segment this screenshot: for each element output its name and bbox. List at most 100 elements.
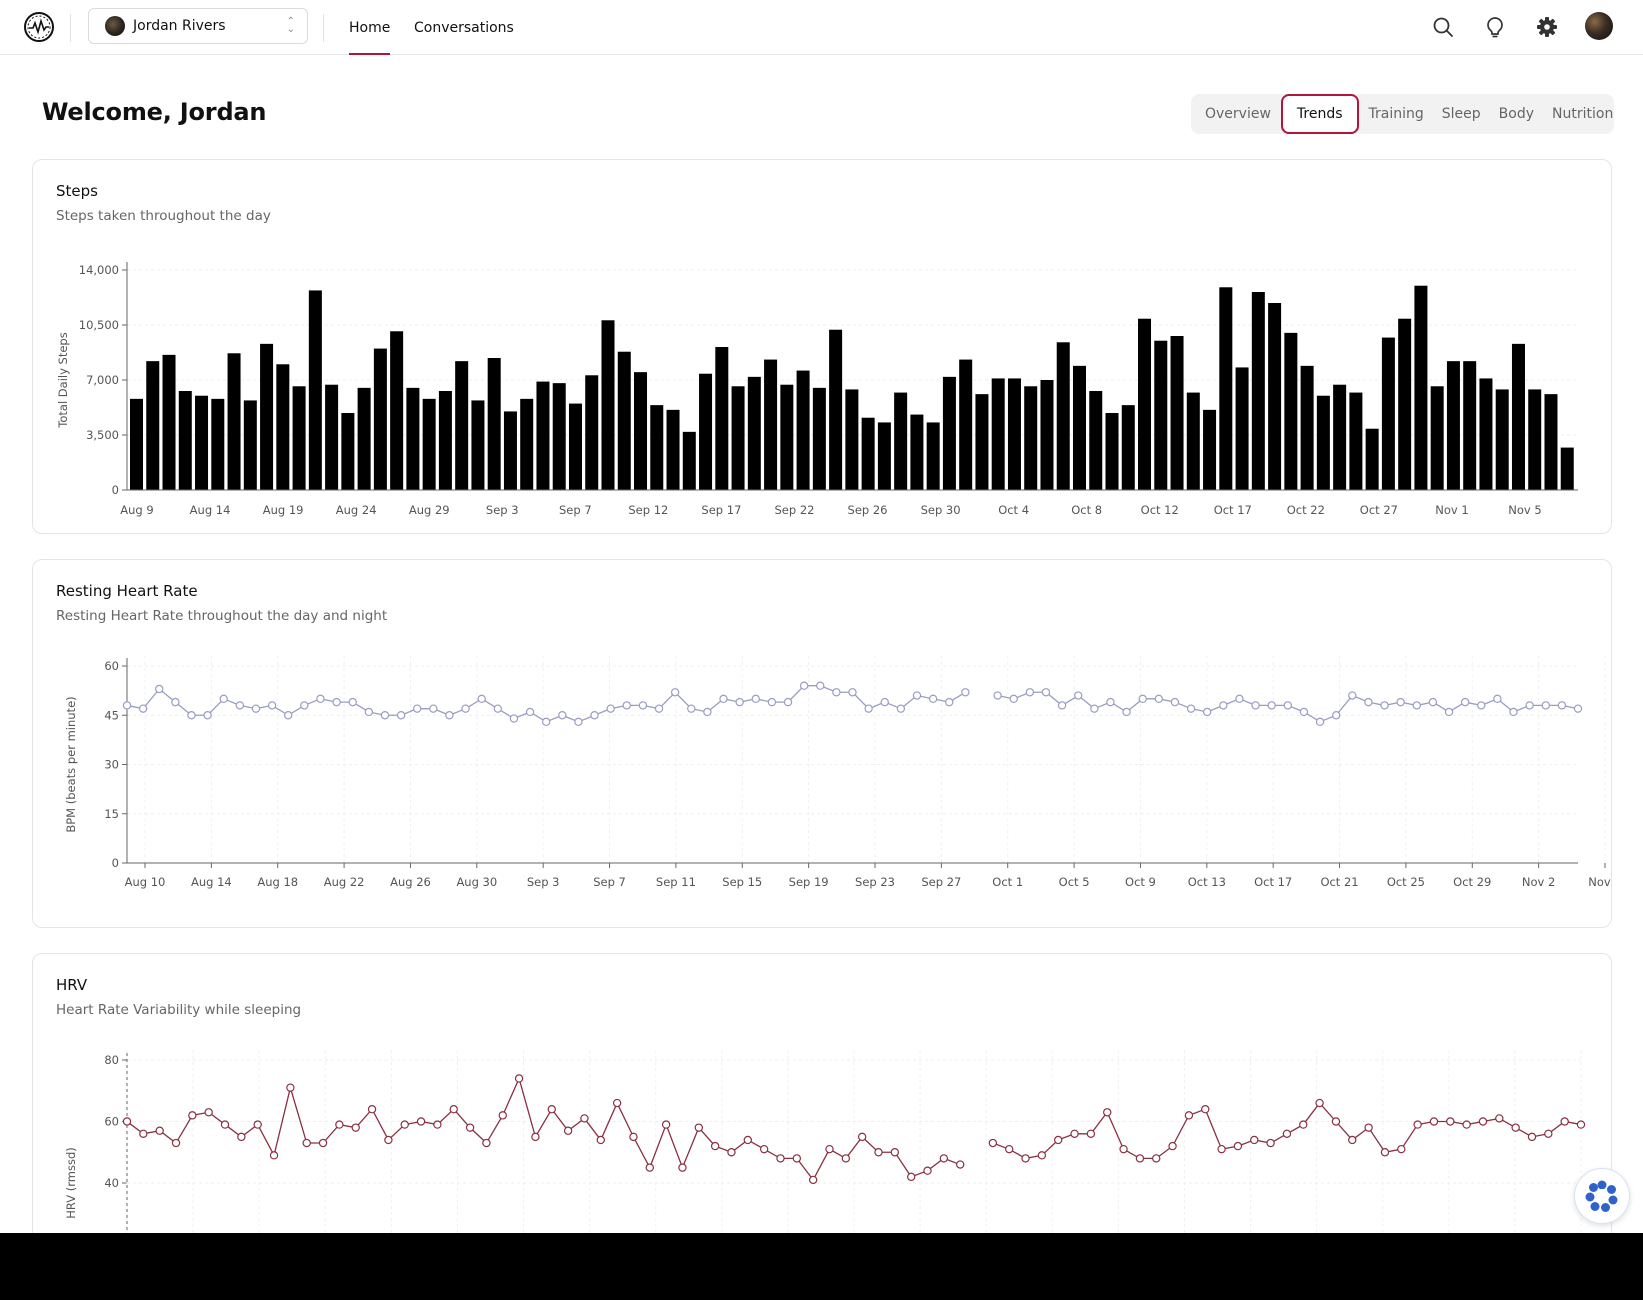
data-point	[1364, 1123, 1373, 1132]
bar	[227, 353, 241, 490]
data-point	[1074, 691, 1083, 700]
x-tick-label: Aug 9	[120, 503, 153, 517]
bar	[1138, 318, 1152, 490]
data-point	[351, 1123, 360, 1132]
data-point	[449, 1104, 458, 1114]
data-point	[670, 688, 680, 697]
data-point	[1380, 701, 1389, 710]
x-tick-label: Aug 19	[263, 503, 304, 517]
lightbulb-icon[interactable]	[1482, 14, 1508, 40]
data-point	[1021, 1154, 1030, 1163]
x-tick-label: Sep 3	[486, 503, 519, 517]
bar	[1154, 340, 1168, 490]
y-tick-label: 30	[104, 758, 119, 772]
data-point	[269, 1151, 279, 1160]
data-point	[1478, 1117, 1488, 1126]
data-point	[547, 1104, 556, 1114]
y-tick-label: 10,500	[79, 318, 119, 332]
tab-nutrition[interactable]: Nutrition	[1552, 106, 1614, 122]
x-tick-label: Oct 8	[1071, 503, 1102, 517]
avatar[interactable]	[1585, 12, 1613, 40]
bar	[1365, 428, 1379, 490]
resting-heart-rate-card: Resting Heart Rate Resting Heart Rate th…	[32, 559, 1613, 928]
data-point	[743, 1135, 753, 1145]
bar	[812, 387, 826, 490]
tab-body[interactable]: Body	[1498, 106, 1535, 122]
x-tick-label: Oct 27	[1360, 503, 1398, 517]
data-point	[629, 1132, 638, 1142]
data-point	[1315, 717, 1325, 727]
tab-overview[interactable]: Overview	[1205, 106, 1271, 122]
data-point	[384, 1135, 393, 1145]
data-point	[1170, 697, 1180, 707]
hrv-card: HRV Heart Rate Variability while sleepin…	[32, 953, 1612, 1233]
y-tick-label: 60	[104, 1115, 119, 1129]
data-point	[461, 704, 470, 713]
x-tick-label: Sep 3	[527, 875, 560, 889]
nav-link-conversations[interactable]: Conversations	[414, 0, 514, 55]
assistant-button[interactable]	[1574, 1168, 1630, 1224]
bar	[1495, 389, 1509, 490]
data-point	[1560, 1117, 1569, 1126]
data-point	[848, 688, 857, 697]
x-tick-label: Aug 18	[257, 875, 298, 889]
bar	[845, 389, 859, 490]
bar	[471, 400, 485, 490]
data-point	[1509, 707, 1518, 717]
data-point	[1037, 1151, 1047, 1160]
tab-trends[interactable]: Trends	[1280, 94, 1359, 134]
data-point	[896, 704, 906, 713]
data-point	[1444, 707, 1454, 717]
trends-tab-bar: Overview Trends Training Sleep Body Nutr…	[1191, 94, 1614, 134]
data-point	[220, 1120, 230, 1129]
series-line	[126, 1076, 961, 1182]
data-point	[1299, 707, 1309, 717]
data-point	[961, 688, 970, 697]
x-tick-label: Oct 9	[1125, 875, 1156, 889]
bar	[308, 290, 322, 490]
data-point	[1251, 701, 1260, 710]
bar	[1430, 386, 1444, 490]
gear-icon[interactable]	[1534, 14, 1560, 40]
bar	[1186, 392, 1200, 490]
data-point	[857, 1132, 867, 1142]
data-point	[1446, 1117, 1455, 1126]
data-point	[396, 711, 406, 720]
data-point	[1054, 1135, 1063, 1145]
bar	[1105, 413, 1119, 490]
nav-link-home[interactable]: Home	[349, 0, 391, 55]
data-point	[654, 704, 664, 713]
data-point	[187, 711, 196, 720]
x-tick-label: Sep 12	[628, 503, 668, 517]
data-point	[906, 1172, 916, 1182]
tab-sleep[interactable]: Sleep	[1441, 106, 1481, 122]
data-point	[188, 1111, 197, 1120]
bar	[1511, 343, 1525, 490]
tab-training[interactable]: Training	[1368, 106, 1424, 122]
x-tick-label: Aug 24	[336, 503, 377, 517]
card-subtitle: Steps taken throughout the day	[56, 208, 271, 224]
data-point	[1090, 704, 1099, 713]
data-point	[928, 694, 938, 704]
data-point	[1348, 691, 1357, 700]
bar	[699, 373, 713, 490]
data-point	[574, 717, 583, 727]
x-tick-label: Sep 7	[559, 503, 592, 517]
bar	[942, 376, 956, 490]
y-tick-label: 7,000	[86, 373, 119, 387]
user-selector[interactable]: Jordan Rivers ⌃ ⌄	[88, 8, 308, 44]
bar	[780, 384, 794, 490]
data-point	[1299, 1120, 1308, 1129]
card-subtitle: Resting Heart Rate throughout the day an…	[56, 608, 388, 624]
bar	[568, 403, 582, 490]
data-point	[1511, 1123, 1520, 1132]
bar	[178, 391, 192, 490]
search-icon[interactable]	[1430, 14, 1456, 40]
data-point	[332, 697, 341, 707]
data-point	[1250, 1135, 1259, 1145]
card-title: HRV	[56, 976, 88, 994]
bar	[1446, 361, 1460, 490]
data-point	[1233, 1141, 1243, 1151]
logo-icon[interactable]	[22, 10, 56, 44]
data-point	[482, 1138, 491, 1148]
